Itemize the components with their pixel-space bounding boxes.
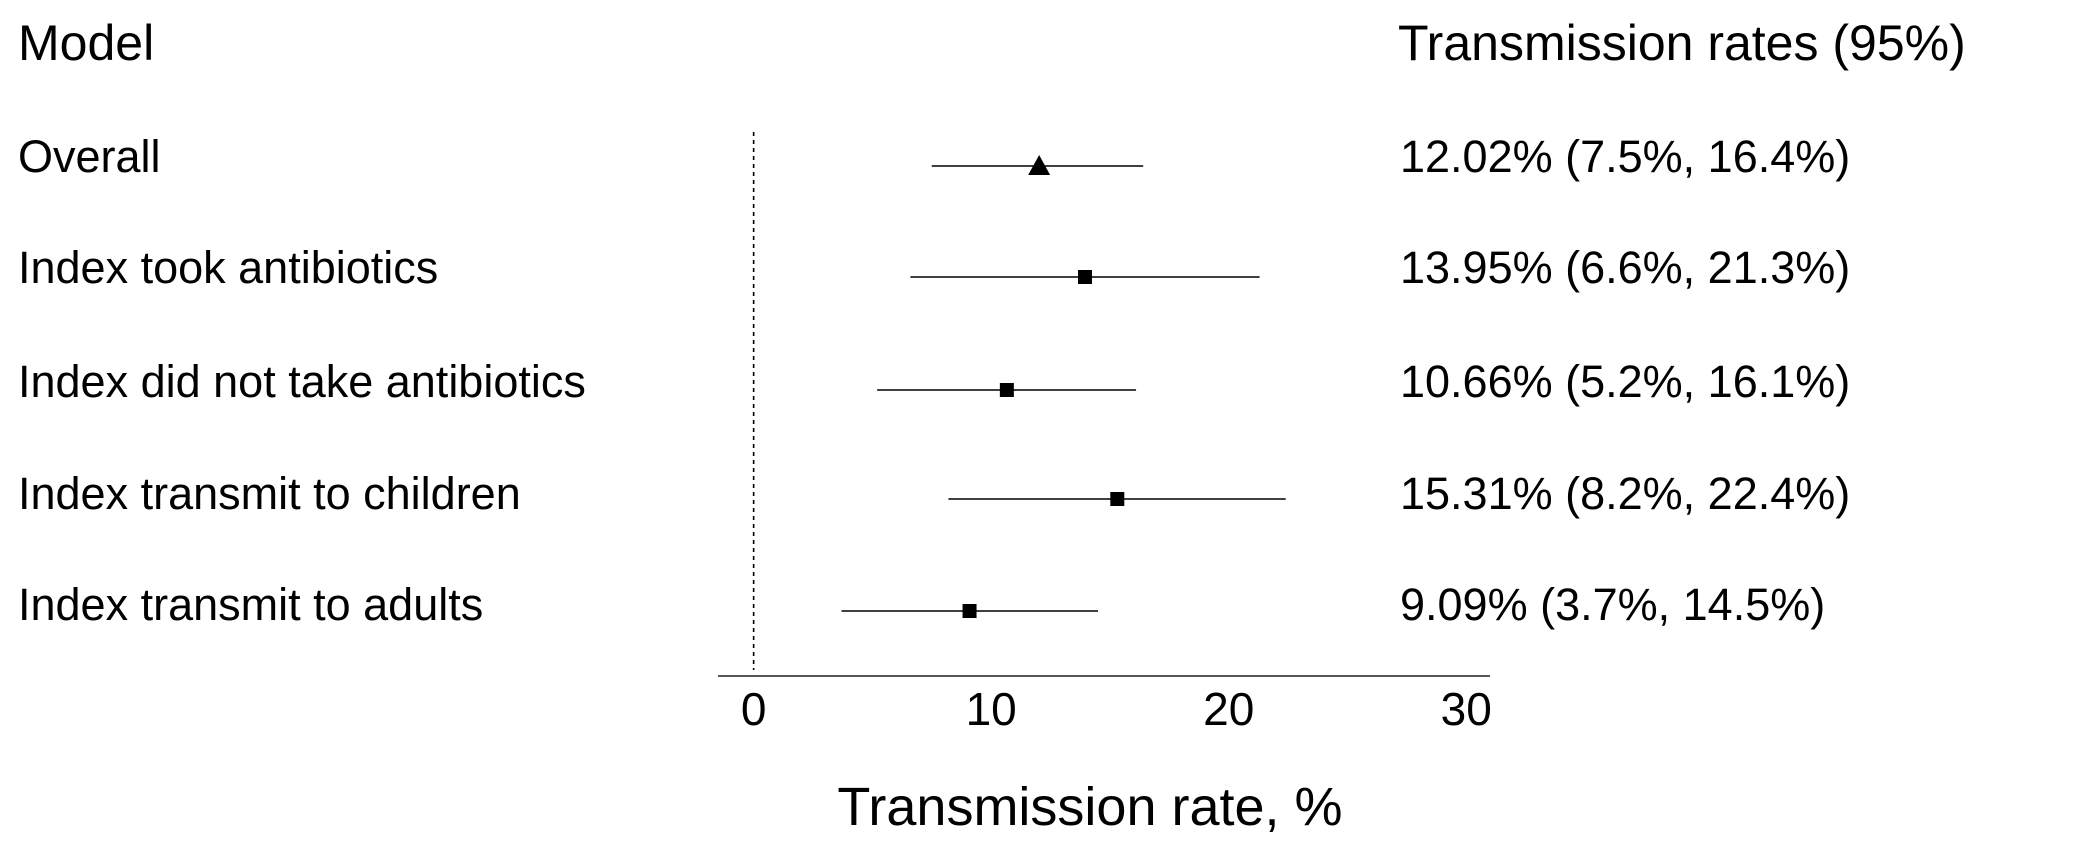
point-estimate-square bbox=[1110, 492, 1125, 506]
point-estimate-square bbox=[1077, 270, 1092, 284]
point-estimate-square bbox=[999, 383, 1014, 397]
forest-row: Index transmit to children 15.31% (8.2%, … bbox=[18, 468, 1850, 519]
row-label: Index did not take antibiotics bbox=[18, 356, 586, 407]
forest-rows: Overall 12.02% (7.5%, 16.4%) Index took an… bbox=[18, 131, 1850, 630]
x-tick-label: 10 bbox=[966, 683, 1017, 735]
point-estimate-square bbox=[962, 604, 977, 618]
row-label: Overall bbox=[18, 131, 161, 182]
row-rate-text: 13.95% (6.6%, 21.3%) bbox=[1400, 242, 1850, 293]
forest-row: Index did not take antibiotics 10.66% (5.… bbox=[18, 356, 1850, 407]
x-tick-label: 20 bbox=[1203, 683, 1254, 735]
row-label: Index transmit to children bbox=[18, 468, 521, 519]
x-tick-label: 30 bbox=[1441, 683, 1492, 735]
x-tick-label: 0 bbox=[741, 683, 767, 735]
point-estimate-triangle bbox=[1028, 155, 1051, 175]
x-axis-ticks: 0 10 20 30 bbox=[741, 683, 1492, 735]
model-column-header: Model bbox=[18, 15, 154, 71]
row-label: Index took antibiotics bbox=[18, 242, 438, 293]
row-rate-text: 9.09% (3.7%, 14.5%) bbox=[1400, 579, 1825, 630]
row-rate-text: 10.66% (5.2%, 16.1%) bbox=[1400, 356, 1850, 407]
row-label: Index transmit to adults bbox=[18, 579, 483, 630]
x-axis-title: Transmission rate, % bbox=[837, 777, 1342, 837]
forest-row: Overall 12.02% (7.5%, 16.4%) bbox=[18, 131, 1850, 182]
rates-column-header: Transmission rates (95%) bbox=[1398, 15, 1966, 71]
row-rate-text: 12.02% (7.5%, 16.4%) bbox=[1400, 131, 1850, 182]
row-rate-text: 15.31% (8.2%, 22.4%) bbox=[1400, 468, 1850, 519]
forest-row: Index transmit to adults 9.09% (3.7%, 14.… bbox=[18, 579, 1825, 630]
forest-row: Index took antibiotics 13.95% (6.6%, 21.3… bbox=[18, 242, 1850, 293]
